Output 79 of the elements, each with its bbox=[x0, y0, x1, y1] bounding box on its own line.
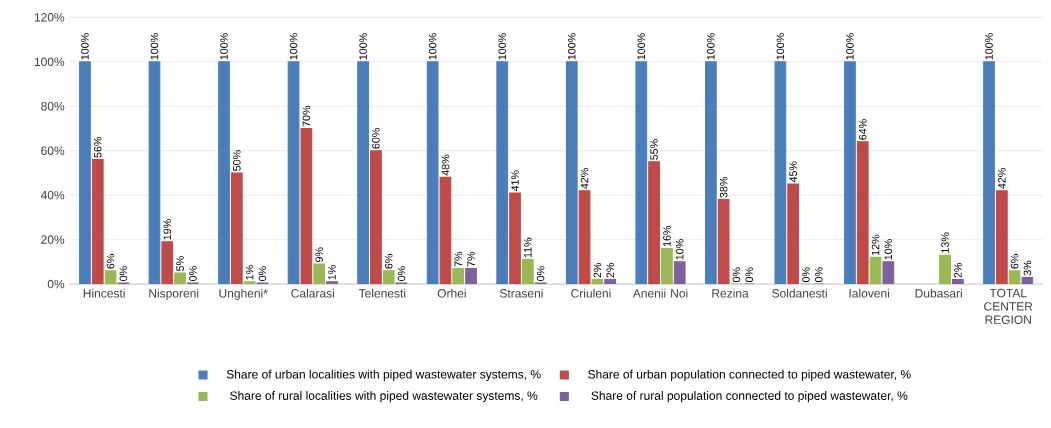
x-tick-label: Hincesti bbox=[83, 288, 125, 298]
data-label: 38% bbox=[719, 176, 728, 198]
x-tick-label: Straseni bbox=[499, 288, 543, 298]
y-tick-label: 0% bbox=[47, 279, 65, 289]
y-tick-label: 120% bbox=[34, 13, 65, 22]
data-label: 100% bbox=[567, 33, 576, 60]
data-label: 2% bbox=[954, 262, 962, 278]
x-tick-label: Ialoveni bbox=[849, 288, 890, 298]
data-label: 6% bbox=[1010, 254, 1019, 269]
data-label: 5% bbox=[176, 256, 184, 271]
data-label: 9% bbox=[315, 247, 323, 262]
data-label: 13% bbox=[941, 232, 949, 253]
data-label: 10% bbox=[884, 239, 893, 260]
legend-label: Share of urban population connected to piped wastewater, % bbox=[588, 369, 911, 381]
data-label: 0% bbox=[802, 267, 810, 282]
data-label: 60% bbox=[372, 128, 380, 149]
legend-label: Share of rural population connected to piped wastewater, % bbox=[591, 391, 908, 403]
y-tick-label: 80% bbox=[41, 101, 65, 111]
data-label: 64% bbox=[858, 119, 867, 140]
x-tick-label: Telenesti bbox=[358, 288, 406, 298]
data-label: 7% bbox=[454, 251, 462, 267]
data-label: 0% bbox=[258, 266, 267, 281]
data-label: 100% bbox=[776, 33, 785, 60]
data-label: 100% bbox=[359, 33, 367, 60]
data-label: 100% bbox=[81, 33, 89, 60]
data-label: 0% bbox=[745, 267, 754, 282]
data-label: 100% bbox=[150, 33, 159, 60]
data-label: 100% bbox=[498, 33, 506, 60]
data-label: 2% bbox=[606, 262, 614, 278]
data-label: 19% bbox=[163, 219, 172, 240]
data-label: 56% bbox=[93, 136, 102, 158]
data-label: 100% bbox=[707, 33, 715, 60]
data-label: 1% bbox=[328, 265, 336, 280]
x-tick-label: Ungheni* bbox=[219, 288, 268, 300]
data-label: 100% bbox=[637, 33, 646, 60]
y-tick-label: 20% bbox=[41, 235, 65, 244]
x-tick-label: Rezina bbox=[712, 288, 749, 298]
y-tick-label: 60% bbox=[41, 146, 65, 155]
x-tick-label: TOTAL CENTER REGION bbox=[984, 288, 1033, 324]
data-label: 48% bbox=[441, 154, 450, 176]
data-label: 41% bbox=[511, 170, 519, 192]
x-tick-label: Soldanesti bbox=[772, 288, 827, 298]
x-tick-label: Calarasi bbox=[291, 288, 334, 298]
data-label: 12% bbox=[871, 234, 880, 255]
data-label: 100% bbox=[846, 33, 854, 60]
data-label: 100% bbox=[428, 33, 437, 60]
x-tick-label: Criuleni bbox=[571, 288, 611, 298]
x-tick-label: Dubasari bbox=[915, 288, 962, 298]
data-label: 45% bbox=[789, 161, 797, 183]
data-label: 2% bbox=[593, 262, 602, 278]
data-label: 100% bbox=[289, 33, 298, 60]
data-label: 0% bbox=[189, 266, 197, 281]
data-label: 3% bbox=[1023, 260, 1032, 276]
data-label: 0% bbox=[815, 267, 823, 282]
data-label: 50% bbox=[233, 150, 241, 171]
x-tick-label: Anenii Noi bbox=[632, 288, 688, 298]
data-label: 10% bbox=[675, 239, 684, 260]
data-label: 6% bbox=[384, 254, 393, 269]
data-label: 16% bbox=[663, 225, 671, 247]
data-label: 55% bbox=[650, 139, 658, 160]
y-tick-label: 40% bbox=[40, 190, 65, 200]
data-label: 70% bbox=[302, 105, 311, 127]
legend-label: Share of rural localities with piped wastewater systems, % bbox=[230, 391, 538, 403]
data-label: 42% bbox=[580, 168, 589, 189]
y-tick-label: 100% bbox=[34, 57, 65, 66]
data-label: 11% bbox=[524, 237, 532, 258]
data-label: 6% bbox=[106, 254, 115, 269]
data-label: 0% bbox=[397, 266, 406, 281]
data-label: 42% bbox=[998, 168, 1006, 189]
data-label: 0% bbox=[732, 267, 741, 282]
x-tick-label: Nisporeni bbox=[149, 288, 199, 300]
legend-label: Share of urban localities with piped wastewater systems, % bbox=[226, 369, 541, 381]
data-label: 100% bbox=[985, 33, 993, 60]
data-label: 0% bbox=[119, 266, 128, 281]
data-label: 7% bbox=[467, 251, 475, 267]
data-label: 0% bbox=[536, 266, 545, 281]
data-label: 1% bbox=[245, 265, 254, 280]
x-tick-label: Orhei bbox=[437, 288, 466, 298]
data-label: 100% bbox=[220, 33, 228, 60]
